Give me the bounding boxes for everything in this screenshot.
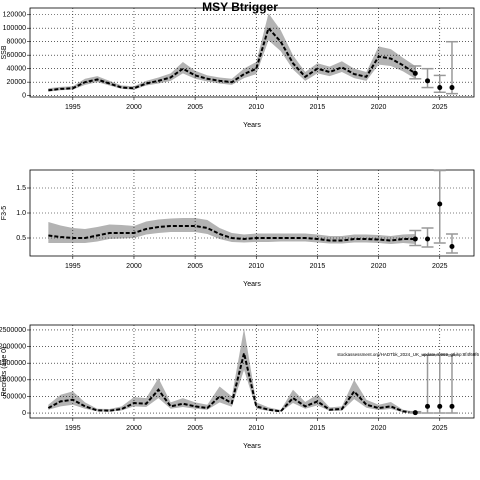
x-tick-label: 2010 [248, 104, 264, 111]
confidence-band [48, 328, 416, 414]
x-tick-label: 2000 [126, 104, 142, 111]
y-tick-label: 1000000 [0, 377, 26, 384]
projection-point [425, 236, 431, 242]
projection-point [437, 403, 443, 409]
estimate-line [48, 225, 416, 242]
projection-point [425, 78, 431, 84]
projection-point [437, 85, 443, 91]
y-axis-label: SSB [1, 45, 8, 59]
x-axis-label: Years [243, 443, 261, 450]
y-tick-label: 1.0 [16, 210, 26, 217]
y-tick-label: 1500000 [0, 360, 26, 367]
plot-frame [29, 169, 475, 257]
projection-point [449, 403, 455, 409]
estimate-line [48, 26, 416, 92]
x-tick-label: 2000 [126, 425, 142, 432]
x-tick-label: 1995 [65, 104, 81, 111]
projection-point [437, 201, 443, 207]
y-tick-label: 2500000 [0, 327, 26, 334]
x-tick-label: 2025 [432, 104, 448, 111]
y-tick-label: 120000 [3, 12, 26, 19]
y-tick-label: 60000 [7, 52, 27, 59]
y-tick-label: 1.5 [16, 185, 26, 192]
y-tick-label: 500000 [3, 393, 26, 400]
y-tick-label: 2000000 [0, 343, 26, 350]
projection-point [412, 70, 418, 76]
x-tick-label: 2015 [310, 425, 326, 432]
y-tick-label: 0 [22, 410, 26, 417]
x-tick-label: 2010 [248, 263, 264, 270]
x-tick-label: 2020 [371, 104, 387, 111]
x-tick-label: 2005 [187, 263, 203, 270]
confidence-band [48, 13, 416, 92]
y-tick-label: 0 [22, 92, 26, 99]
annotation: stockassessment.org/HADTbk_2024_UK_updat… [337, 352, 479, 357]
projection-point [425, 403, 431, 409]
x-tick-label: 2025 [432, 263, 448, 270]
x-tick-label: 2000 [126, 263, 142, 270]
y-tick-label: 40000 [7, 66, 27, 73]
x-tick-label: 2025 [432, 425, 448, 432]
projection-point [449, 85, 455, 91]
chart-title: MSY Btrigger [202, 0, 278, 14]
plot-frame [29, 324, 475, 419]
x-axis-label: Years [243, 281, 261, 288]
y-axis-label: Recruits (age 0) [1, 347, 8, 397]
x-tick-label: 2015 [310, 263, 326, 270]
x-tick-label: 2010 [248, 425, 264, 432]
x-tick-label: 2005 [187, 425, 203, 432]
projection-point [449, 244, 455, 249]
y-tick-label: 20000 [7, 79, 27, 86]
y-tick-label: 100000 [3, 25, 26, 32]
plot-frame [29, 7, 475, 98]
projection-point [412, 410, 418, 416]
y-tick-label: 80000 [7, 39, 27, 46]
x-tick-label: 1995 [65, 425, 81, 432]
y-tick-label: 0.5 [16, 235, 26, 242]
x-tick-label: 1995 [65, 263, 81, 270]
projection-point [412, 236, 418, 242]
x-axis-label: Years [243, 122, 261, 129]
confidence-band [48, 218, 416, 244]
x-tick-label: 2015 [310, 104, 326, 111]
x-tick-label: 2005 [187, 104, 203, 111]
y-axis-label: F3-5 [1, 206, 8, 221]
x-tick-label: 2020 [371, 263, 387, 270]
estimate-line [47, 352, 416, 414]
x-tick-label: 2020 [371, 425, 387, 432]
